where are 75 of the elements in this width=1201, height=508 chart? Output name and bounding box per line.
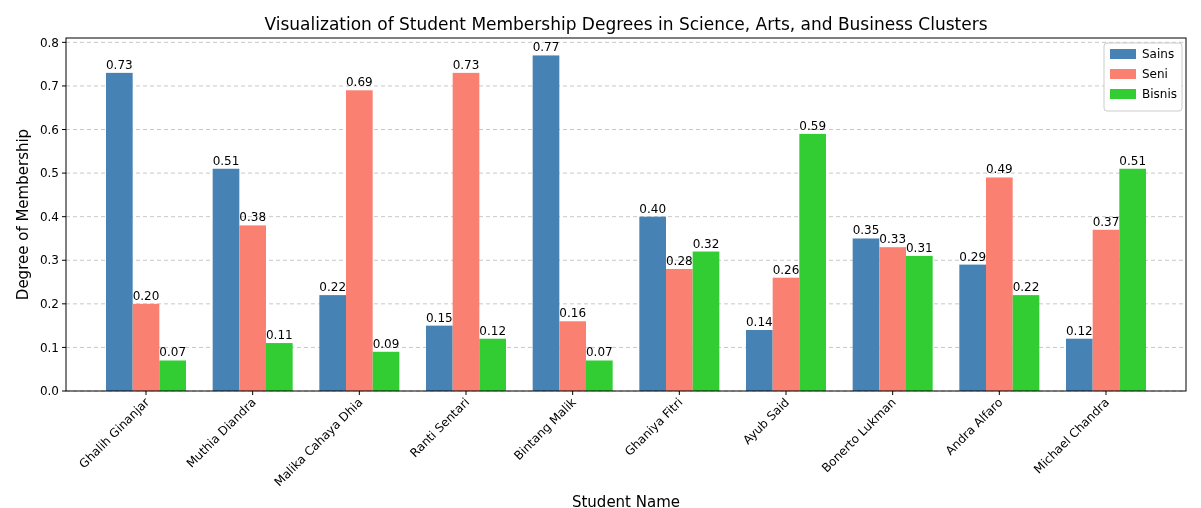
bar [639,216,666,391]
y-tick-label: 0.0 [39,384,59,399]
y-tick-label: 0.8 [39,35,59,50]
bar [452,72,480,391]
bar [532,55,560,391]
bar [239,225,266,391]
data-label: 0.32 [692,236,720,251]
bar [852,238,880,391]
data-label: 0.49 [985,162,1013,177]
data-label: 0.69 [345,75,373,90]
y-tick-label: 0.1 [39,340,59,355]
bar [586,360,613,391]
y-tick-label: 0.5 [39,166,59,181]
bar [346,90,373,391]
data-label: 0.07 [159,345,187,360]
y-tick-label: 0.2 [39,297,59,312]
bar [692,251,720,391]
data-label: 0.73 [452,57,480,72]
bar [799,133,826,391]
data-label: 0.73 [105,57,133,72]
bar [319,295,346,391]
y-axis-title: Degree of Membership [14,128,32,301]
data-label: 0.15 [425,310,453,325]
data-label: 0.51 [1119,153,1147,168]
bar [212,168,240,391]
x-axis-title: Student Name [571,493,681,508]
bar [1119,168,1146,391]
bar [666,268,693,391]
y-tick-label: 0.4 [39,209,59,224]
data-label: 0.20 [132,288,160,303]
y-tick-label: 0.6 [39,122,59,137]
data-label: 0.59 [799,118,827,133]
bar [266,343,293,391]
bar [372,351,400,391]
bar [1012,295,1040,391]
y-tick-label: 0.7 [39,79,59,94]
data-label: 0.14 [745,314,773,329]
data-label: 0.77 [532,40,560,55]
data-label: 0.37 [1092,214,1120,229]
bar [1092,229,1120,391]
bar [1066,338,1093,391]
bar [479,338,506,391]
bar [426,325,453,391]
bar [559,321,586,391]
data-label: 0.07 [585,345,613,360]
bar [159,360,186,391]
data-label: 0.38 [239,210,267,225]
bar [959,264,986,391]
data-label: 0.16 [559,306,587,321]
bar [106,72,133,391]
data-label: 0.22 [319,280,347,295]
data-label: 0.09 [372,336,400,351]
data-label: 0.11 [265,328,293,343]
legend-label: Bisnis [1142,87,1178,102]
chart-title: Visualization of Student Membership Degrees in Science, Arts, and Business Clusters [264,14,988,34]
y-tick-label: 0.3 [39,253,59,268]
data-label: 0.29 [959,249,987,264]
data-label: 0.33 [879,232,907,247]
data-label: 0.31 [905,240,933,255]
data-label: 0.40 [639,201,667,216]
data-label: 0.22 [1012,280,1040,295]
bar [906,255,933,391]
bar [746,329,773,391]
bar [879,247,906,391]
data-label: 0.12 [479,323,507,338]
bar [772,277,800,391]
legend-label: Sains [1142,47,1175,62]
data-label: 0.12 [1065,323,1093,338]
bar [986,177,1013,391]
bar [132,303,160,391]
data-label: 0.28 [665,253,693,268]
legend-label: Seni [1142,67,1168,82]
data-label: 0.26 [772,262,800,277]
data-label: 0.35 [852,223,880,238]
data-label: 0.51 [212,153,240,168]
